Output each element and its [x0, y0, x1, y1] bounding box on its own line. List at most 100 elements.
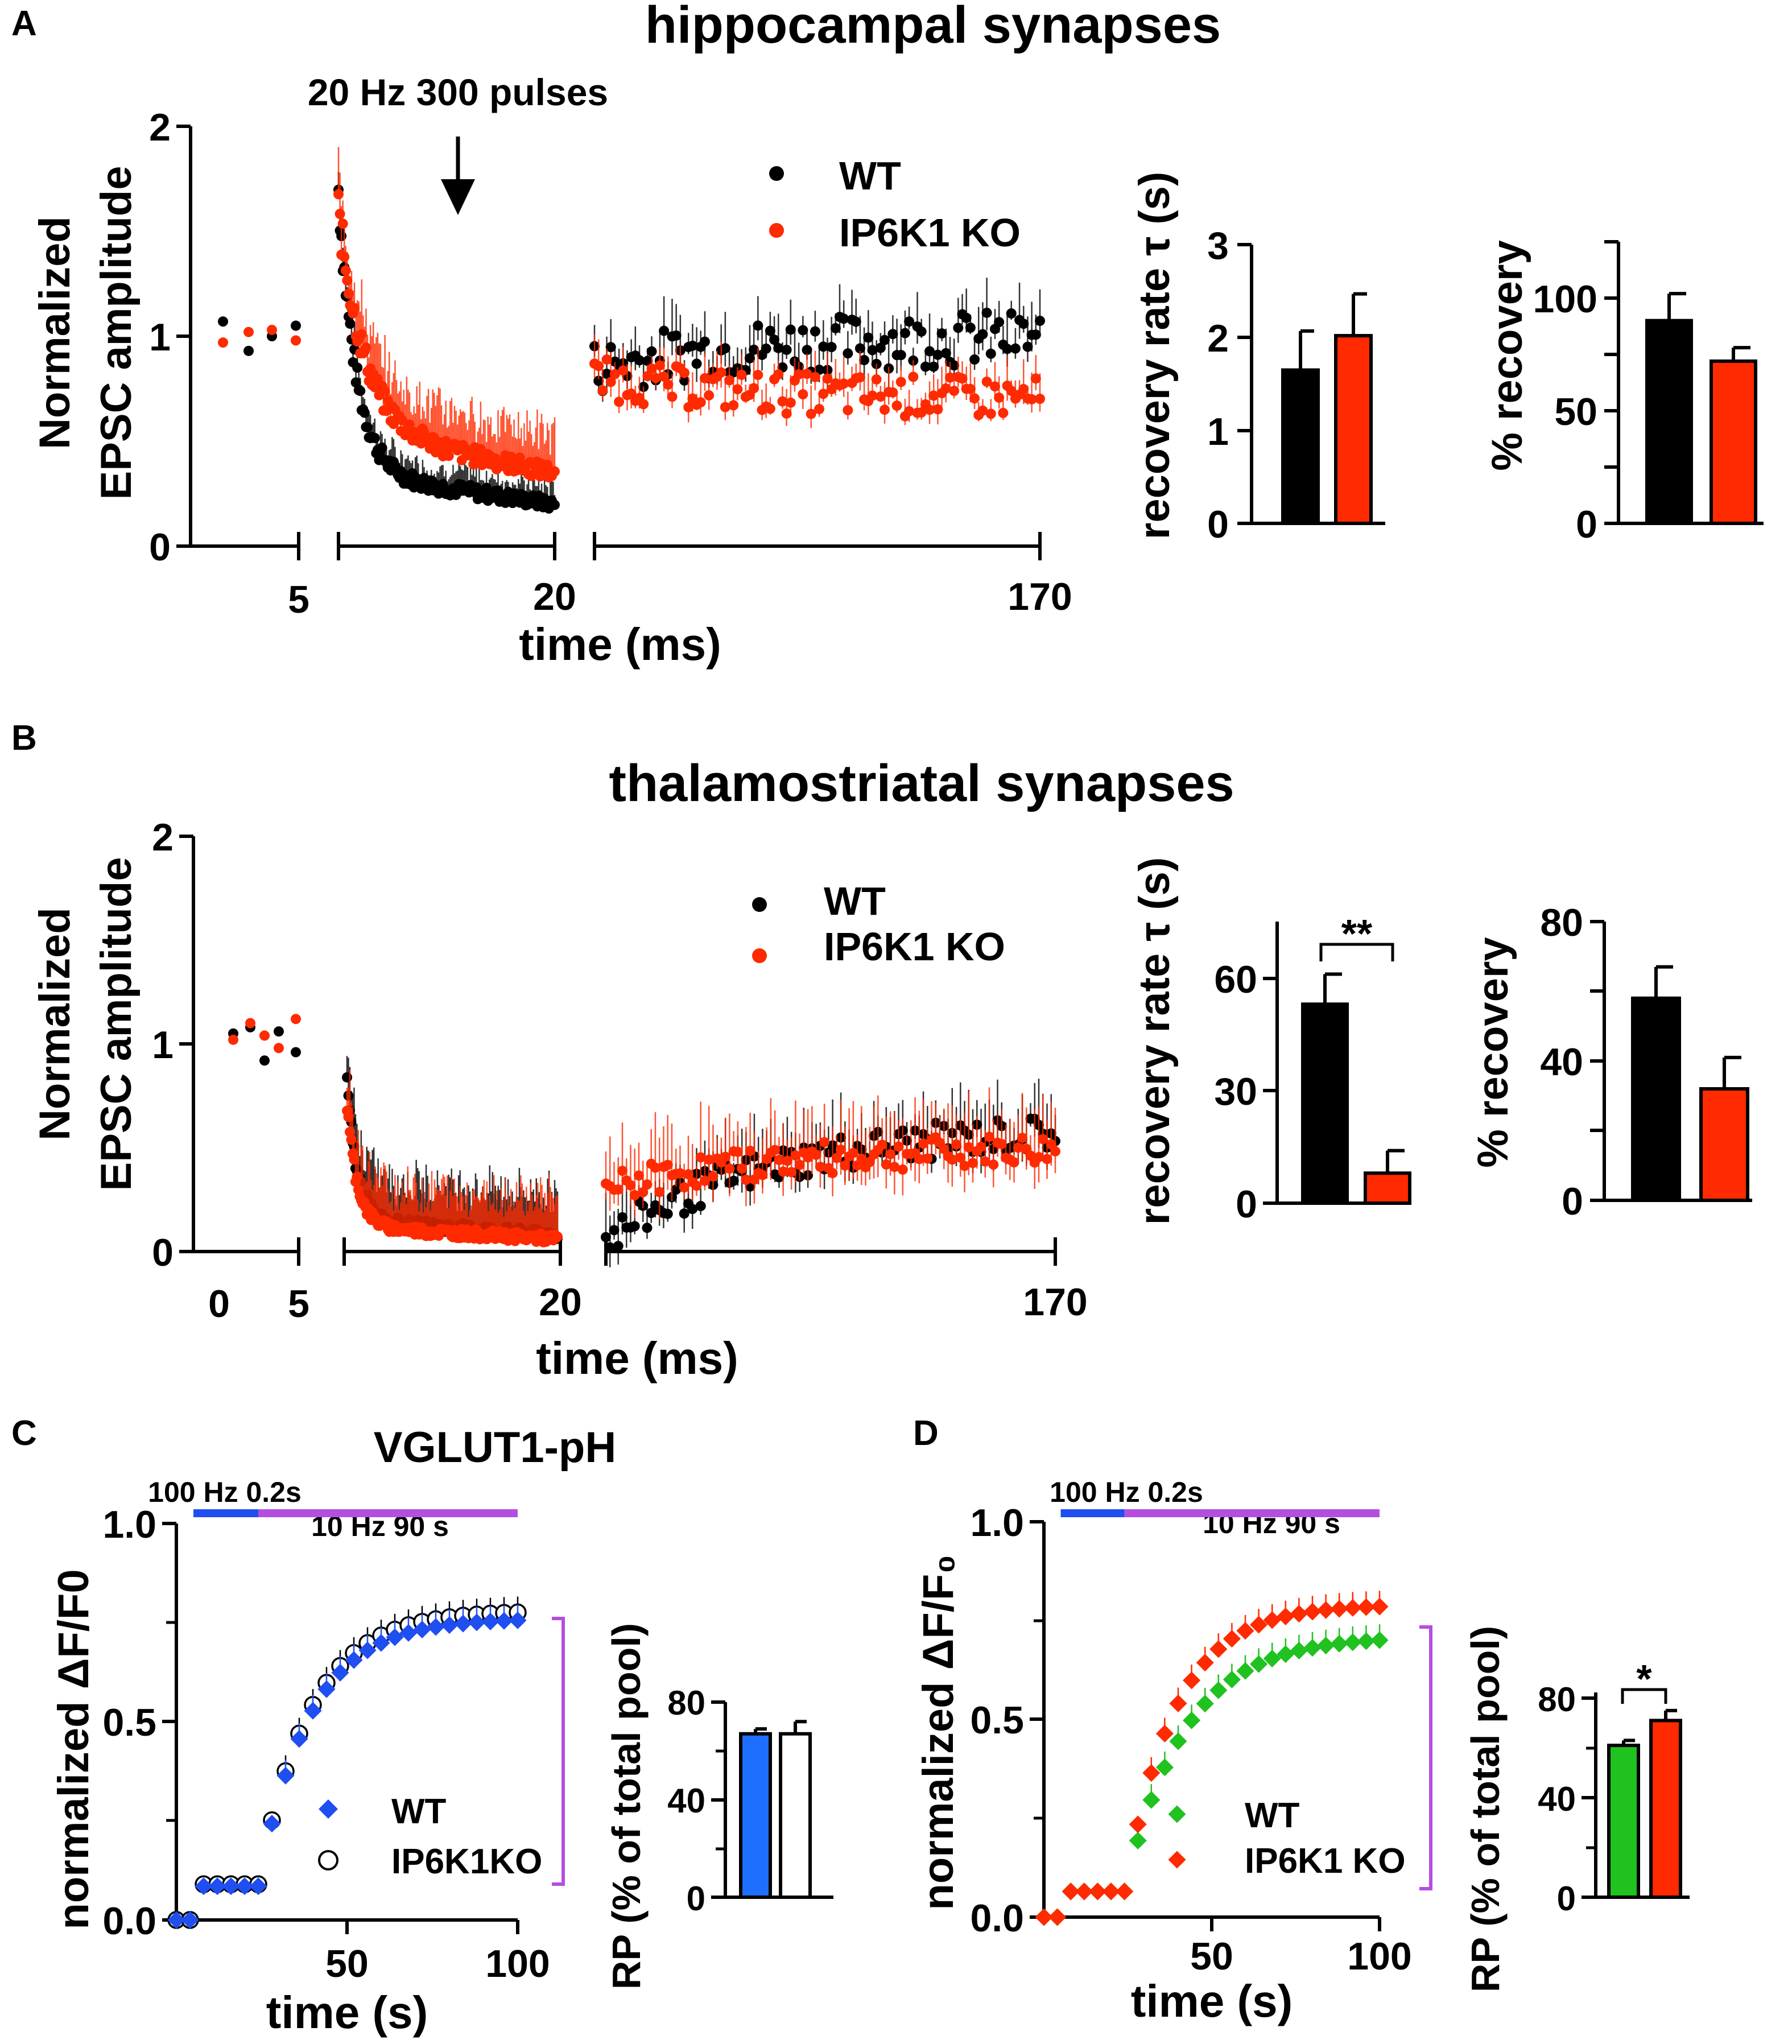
- series-0-point: [317, 1680, 336, 1698]
- panel-b-ylabel-2: EPSC amplitude: [92, 857, 141, 1191]
- bar-ko: [1710, 359, 1757, 525]
- ko-recovery-point: [976, 1142, 986, 1153]
- ko-recovery-point: [893, 1141, 904, 1152]
- panel-b-points: [228, 1014, 1060, 1267]
- panel-a-ylabel-2: EPSC amplitude: [92, 166, 141, 500]
- ko-stim-point: [346, 1134, 357, 1145]
- panel-d-points: [1035, 1591, 1389, 1926]
- panel-b-ytick-1: 1: [152, 1023, 174, 1067]
- wt-recovery-point: [932, 349, 943, 360]
- bar-wt: [1301, 1002, 1349, 1205]
- series-0-point: [413, 1620, 431, 1639]
- panel-label-d: D: [913, 1414, 939, 1453]
- panel-d-stim1-label: 100 Hz 0.2s: [1050, 1476, 1203, 1508]
- series-1-point: [1155, 1724, 1174, 1742]
- wt-recovery-point: [985, 348, 996, 359]
- ko-recovery-point: [810, 371, 820, 382]
- ko-recovery-point: [985, 408, 996, 419]
- wt-recovery-point: [854, 343, 865, 354]
- series-1-point: [1035, 1908, 1053, 1926]
- ko-recovery-point: [989, 381, 1000, 392]
- wt-recovery-point: [695, 1201, 706, 1212]
- panel-a-bar1-ytick-2: 2: [1207, 317, 1229, 360]
- series-1-point: [1290, 1605, 1308, 1623]
- series-1-point: [1075, 1882, 1093, 1901]
- panel-a-legend-wt: WT: [839, 154, 901, 198]
- bar-ko: [779, 1732, 812, 1900]
- series-0-point: [208, 1877, 226, 1896]
- wt-recovery-point: [687, 1204, 698, 1215]
- series-0-point: [276, 1766, 295, 1785]
- series-0-point: [358, 1641, 377, 1659]
- wt-recovery-point: [749, 344, 759, 355]
- ko-recovery-point: [629, 1190, 640, 1200]
- panel-d-bar-ytick-1: 40: [1538, 1780, 1576, 1818]
- series-0-point: [399, 1624, 418, 1642]
- panel-d-legend-ko: IP6K1 KO: [1245, 1841, 1406, 1881]
- ko-recovery-point: [988, 1159, 999, 1170]
- legend-ko-marker: [769, 223, 784, 238]
- legend-wt-diamond-icon: [1168, 1805, 1186, 1823]
- panel-c-title: VGLUT1-pH: [374, 1423, 616, 1472]
- wt-recovery-point: [904, 316, 915, 327]
- panel-d-ylabel: normalized ΔF/F₀: [914, 1554, 963, 1910]
- series-1-point: [1370, 1597, 1389, 1616]
- panel-b-xtick-1: 5: [288, 1282, 309, 1325]
- ko-recovery-point: [683, 402, 694, 412]
- wt-recovery-point: [920, 361, 931, 372]
- bar-ko: [1649, 1719, 1682, 1899]
- wt-recovery-point: [765, 325, 775, 336]
- panel-c-bar-bars: [739, 1720, 812, 1900]
- ko-recovery-point: [785, 397, 796, 408]
- wt-recovery-point: [830, 323, 841, 333]
- wt-recovery-point: [728, 1175, 739, 1186]
- wt-recovery-point: [924, 346, 935, 357]
- ko-recovery-point: [724, 375, 735, 386]
- panel-a-ylabel-1: Normalized: [31, 216, 79, 449]
- ko-recovery-point: [889, 1162, 900, 1172]
- rp-bracket: [552, 1617, 565, 1886]
- ko-recovery-point: [650, 1162, 660, 1173]
- significance-bracket: [1319, 943, 1394, 961]
- ko-recovery-point: [1038, 1134, 1048, 1145]
- ko-recovery-point: [969, 393, 980, 404]
- panel-label-c: C: [11, 1414, 37, 1453]
- series-1-point: [1196, 1654, 1214, 1672]
- series-0-point: [236, 1877, 254, 1896]
- bar-wt: [1631, 996, 1681, 1202]
- panel-d-xtick-1: 100: [1347, 1935, 1411, 1978]
- ko-recovery-point: [1042, 1154, 1052, 1165]
- ko-recovery-point: [662, 1159, 673, 1170]
- panel-a-bar1-ytick-1: 1: [1207, 410, 1229, 453]
- panel-d-bar-ylabel: RP (% of total pool): [1463, 1626, 1508, 1992]
- ko-recovery-point: [1035, 394, 1045, 404]
- ko-recovery-point: [618, 365, 629, 376]
- ko-recovery-point: [741, 1174, 752, 1185]
- ko-stim-point: [443, 451, 454, 461]
- panel-c-legend-wt: WT: [391, 1792, 447, 1831]
- series-1-point: [1330, 1600, 1348, 1618]
- wt-recovery-point: [994, 317, 1005, 328]
- panel-a-bar2-ytick-1: 50: [1554, 390, 1597, 433]
- wt-recovery-point: [634, 355, 645, 366]
- series-1-point: [1357, 1598, 1375, 1616]
- ko-recovery-point: [699, 373, 710, 383]
- ko-recovery-point: [614, 397, 625, 407]
- panel-a-xlabel: time (ms): [519, 619, 721, 670]
- ko-recovery-point: [924, 404, 935, 415]
- panel-d-ytick-2: 1.0: [970, 1501, 1024, 1545]
- wt-recovery-point: [691, 358, 702, 369]
- wt-baseline-point: [291, 320, 301, 331]
- wt-recovery-point: [1006, 308, 1017, 319]
- ko-recovery-point: [1009, 1157, 1019, 1168]
- ko-recovery-point: [897, 1164, 908, 1175]
- panel-a-bar2-bars: [1645, 292, 1757, 525]
- panel-d-xlabel: time (s): [1131, 1976, 1293, 2026]
- ko-recovery-point: [965, 383, 976, 394]
- ko-recovery-point: [745, 1145, 755, 1156]
- ko-recovery-point: [724, 1163, 735, 1174]
- ko-recovery-point: [659, 371, 670, 382]
- ko-recovery-point: [968, 1158, 978, 1168]
- wt-recovery-point: [1030, 329, 1041, 340]
- wt-recovery-point: [720, 343, 730, 354]
